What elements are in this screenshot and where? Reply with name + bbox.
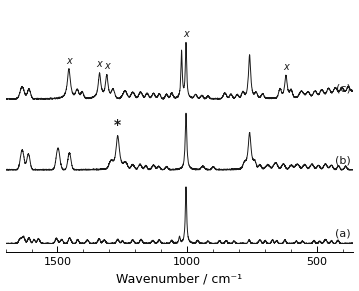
Text: (b): (b) — [335, 155, 351, 165]
Text: x: x — [97, 59, 102, 70]
Text: (a): (a) — [335, 229, 351, 239]
Text: x: x — [283, 62, 289, 72]
Text: x: x — [104, 61, 110, 72]
Text: (c): (c) — [336, 84, 351, 93]
Text: x: x — [183, 29, 189, 39]
X-axis label: Wavenumber / cm⁻¹: Wavenumber / cm⁻¹ — [116, 272, 243, 285]
Text: *: * — [114, 118, 121, 132]
Text: x: x — [66, 56, 72, 65]
